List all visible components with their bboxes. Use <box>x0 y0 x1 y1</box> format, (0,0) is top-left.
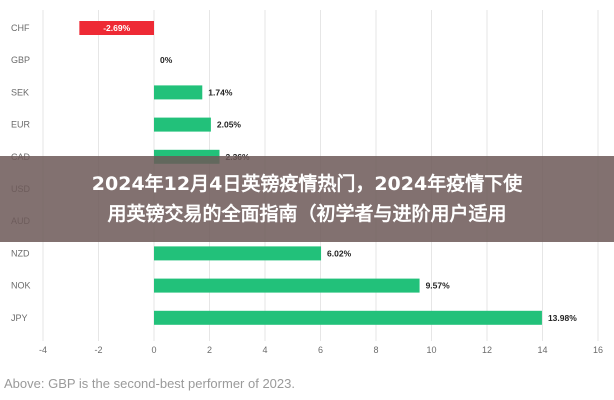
category-label: SEK <box>11 87 29 97</box>
value-label: 1.74% <box>208 87 233 97</box>
bar <box>79 21 154 35</box>
x-tick-label: 12 <box>482 345 492 355</box>
category-label: NOK <box>11 281 31 291</box>
bar <box>154 117 211 132</box>
x-tick-label: 16 <box>593 345 603 355</box>
x-tick-label: -4 <box>39 345 47 355</box>
x-tick-label: 2 <box>207 345 212 355</box>
x-tick-label: -2 <box>94 345 102 355</box>
category-label: GBP <box>11 55 30 65</box>
x-tick-label: 6 <box>318 345 323 355</box>
value-label: 0% <box>160 55 173 65</box>
value-label: 6.02% <box>327 248 352 258</box>
category-label: EUR <box>11 120 31 130</box>
bar <box>154 278 420 293</box>
x-tick-label: 0 <box>151 345 156 355</box>
x-tick-label: 4 <box>262 345 267 355</box>
bar <box>154 85 203 100</box>
category-label: CHF <box>11 23 30 33</box>
category-label: NZD <box>11 248 30 258</box>
banner-line-1: 2024年12月4日英镑疫情热门，2024年疫情下使 <box>91 173 523 195</box>
banner-line-2: 用英镑交易的全面指南（初学者与进阶用户适用 <box>107 203 507 225</box>
value-label: -2.69% <box>103 23 130 33</box>
x-tick-label: 14 <box>537 345 547 355</box>
x-tick-label: 8 <box>373 345 378 355</box>
value-label: 2.05% <box>217 120 242 130</box>
x-tick-label: 10 <box>426 345 436 355</box>
title-banner: 2024年12月4日英镑疫情热门，2024年疫情下使 用英镑交易的全面指南（初学… <box>0 156 614 242</box>
bar <box>154 310 542 325</box>
chart-caption: Above: GBP is the second-best performer … <box>4 376 295 391</box>
value-label: 13.98% <box>548 313 577 323</box>
value-label: 9.57% <box>426 281 451 291</box>
category-label: JPY <box>11 313 28 323</box>
bar <box>154 246 322 261</box>
